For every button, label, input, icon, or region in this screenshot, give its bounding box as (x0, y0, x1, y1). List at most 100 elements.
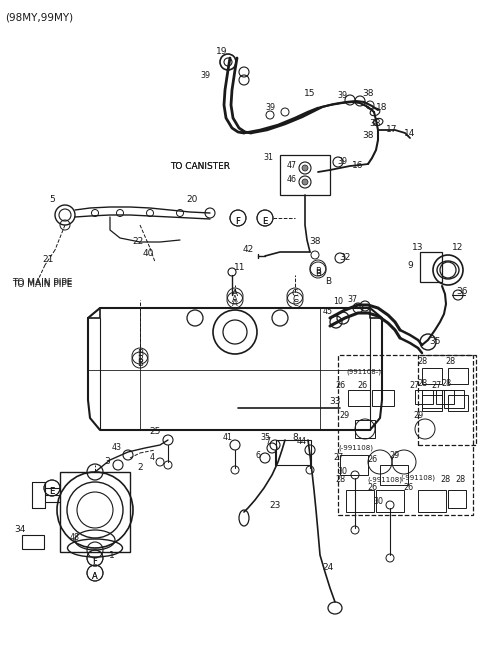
Bar (60, 472, 130, 552)
Text: 26: 26 (367, 455, 377, 464)
Text: 38: 38 (309, 238, 321, 246)
Text: F: F (93, 557, 97, 566)
Text: 2: 2 (137, 464, 143, 472)
Text: 43: 43 (112, 443, 122, 453)
Bar (355, 420, 375, 438)
Text: C: C (292, 299, 298, 308)
Bar (436, 390, 454, 404)
Text: B: B (137, 350, 143, 358)
Text: (-991108): (-991108) (338, 445, 373, 451)
Text: 48: 48 (70, 534, 80, 542)
Text: 12: 12 (452, 244, 464, 252)
Text: 32: 32 (339, 253, 351, 263)
Text: 7: 7 (265, 438, 271, 447)
Text: 38: 38 (362, 132, 374, 141)
Bar (422, 368, 442, 384)
Text: 9: 9 (407, 261, 413, 269)
Text: 26: 26 (335, 381, 345, 390)
Text: 33: 33 (329, 398, 341, 407)
Text: 38: 38 (369, 119, 381, 128)
Bar (422, 395, 442, 411)
Text: 40: 40 (142, 248, 154, 257)
Bar (418, 490, 446, 512)
Bar (380, 465, 408, 485)
Text: 26: 26 (403, 483, 413, 493)
Text: (-991108): (-991108) (400, 475, 435, 481)
Text: 14: 14 (404, 128, 416, 138)
Text: 39: 39 (265, 103, 275, 113)
Bar (420, 252, 442, 282)
Text: 28: 28 (335, 476, 345, 485)
Text: 30: 30 (337, 468, 347, 476)
Bar (422, 390, 442, 408)
Text: (98MY,99MY): (98MY,99MY) (5, 12, 73, 22)
Text: E: E (263, 217, 268, 226)
Circle shape (302, 179, 308, 185)
Text: 35: 35 (429, 337, 441, 346)
Text: C: C (292, 295, 298, 304)
Text: TO MAIN PIPE: TO MAIN PIPE (12, 280, 72, 289)
Text: 42: 42 (242, 246, 253, 255)
Text: 28: 28 (417, 379, 427, 388)
Text: 28: 28 (440, 476, 450, 485)
Text: 3: 3 (104, 457, 110, 466)
Bar (372, 390, 394, 406)
Text: 13: 13 (412, 244, 424, 252)
Text: 19: 19 (216, 48, 228, 56)
Text: 29: 29 (390, 451, 400, 460)
Text: 39: 39 (337, 157, 347, 166)
Bar (22, 535, 44, 549)
Bar (340, 455, 368, 475)
Text: 29: 29 (340, 411, 350, 419)
Text: 16: 16 (352, 160, 364, 170)
Text: 1: 1 (109, 550, 115, 559)
Text: 38: 38 (362, 88, 374, 98)
Text: 28: 28 (445, 358, 455, 367)
Text: 45: 45 (323, 307, 333, 316)
Text: B: B (137, 359, 143, 367)
Bar (280, 155, 330, 195)
Bar (448, 368, 468, 384)
Text: 37: 37 (347, 295, 357, 305)
Text: 22: 22 (132, 238, 144, 246)
Bar (444, 390, 464, 408)
Text: 28: 28 (455, 476, 465, 485)
Text: 10: 10 (333, 297, 343, 307)
Text: 15: 15 (304, 88, 316, 98)
Text: (991108-): (991108-) (346, 369, 381, 375)
Text: 25: 25 (149, 428, 161, 436)
Text: 29: 29 (413, 411, 423, 419)
Text: 5: 5 (49, 195, 55, 204)
Text: 47: 47 (287, 160, 297, 170)
Text: F: F (236, 217, 240, 226)
Bar (276, 440, 311, 465)
Text: 4: 4 (149, 453, 155, 462)
Text: 11: 11 (234, 263, 246, 272)
Bar (338, 355, 473, 515)
Text: 34: 34 (14, 525, 26, 534)
Text: TO CANISTER: TO CANISTER (170, 162, 230, 171)
Text: E: E (263, 217, 268, 226)
Text: 26: 26 (367, 483, 377, 493)
Text: 41: 41 (223, 434, 233, 443)
Text: 24: 24 (323, 563, 334, 572)
Bar (418, 355, 476, 445)
Text: 39: 39 (337, 90, 347, 100)
Circle shape (302, 165, 308, 171)
Bar (415, 390, 433, 404)
Text: 28: 28 (417, 358, 427, 367)
Text: 36: 36 (456, 288, 468, 297)
Text: A: A (92, 572, 98, 581)
Text: (-991108): (-991108) (367, 477, 402, 483)
Text: 28: 28 (441, 379, 451, 388)
Text: 27: 27 (410, 381, 420, 390)
Text: TO MAIN PIPE: TO MAIN PIPE (12, 278, 72, 287)
Bar (376, 490, 404, 512)
Text: 6: 6 (255, 451, 261, 460)
Text: 44: 44 (297, 438, 307, 447)
Text: C: C (292, 288, 298, 297)
Text: 39: 39 (200, 71, 210, 79)
Text: 27: 27 (333, 453, 343, 462)
Text: F: F (236, 217, 240, 226)
Text: 31: 31 (263, 153, 273, 162)
